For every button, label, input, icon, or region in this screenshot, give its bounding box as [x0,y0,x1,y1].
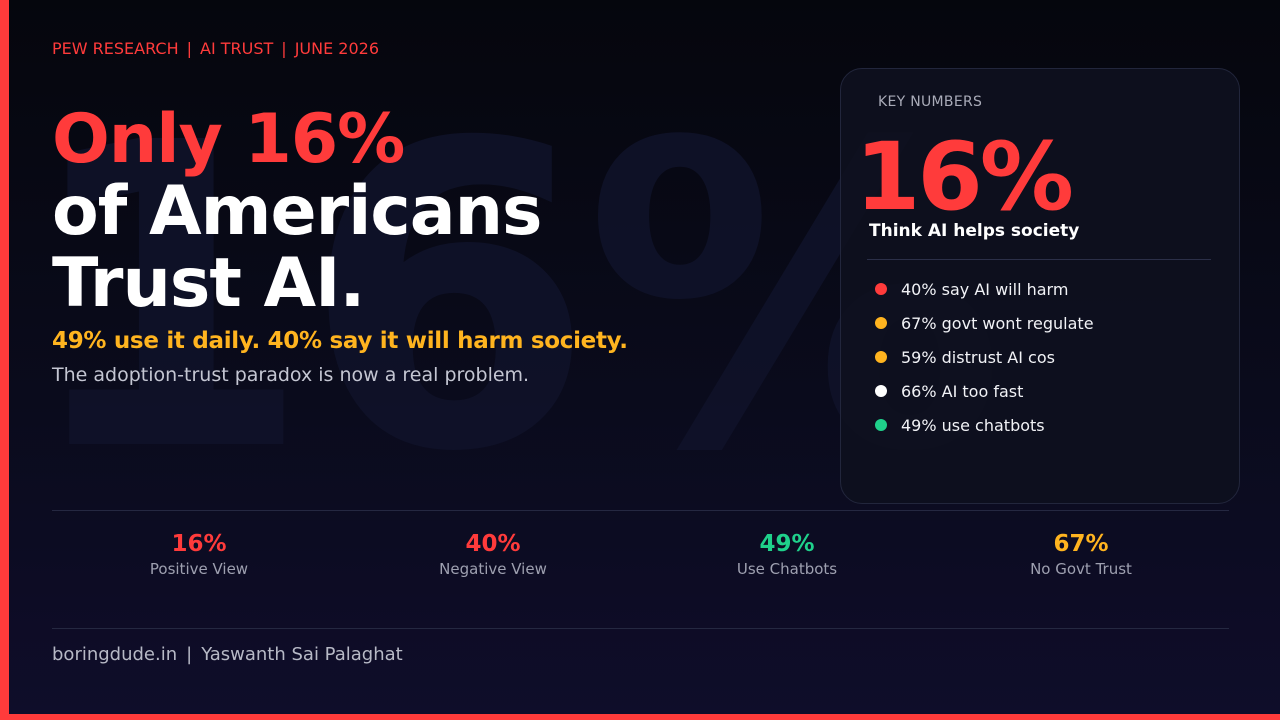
source-org: PEW RESEARCH [52,39,179,58]
key-stat-item: 59% distrust AI cos [875,340,1094,374]
left-accent-bar [0,0,9,720]
metric-value: 49% [759,531,815,557]
footer-author: Yaswanth Sai Palaghat [201,644,403,665]
bullet-dot-icon [875,419,887,431]
key-stat-text: 40% say AI will harm [901,279,1069,299]
metric-value: 16% [171,531,227,557]
bullet-dot-icon [875,283,887,295]
footer-separator: | [186,644,193,665]
key-stat-text: 67% govt wont regulate [901,313,1094,333]
headline-line-2: of Americans [52,172,542,251]
card-caption: Think AI helps society [869,221,1080,241]
metric-label: Use Chatbots [736,560,838,578]
headline-line-1: Only 16% [52,100,405,179]
bullet-dot-icon [875,317,887,329]
key-numbers-card: KEY NUMBERS 16% Think AI helps society 4… [840,68,1240,504]
card-big-value: 16% [855,123,1074,232]
metric-use-chatbots: 49% Use Chatbots [677,530,897,578]
key-stat-item: 67% govt wont regulate [875,306,1094,340]
source-separator: | [186,39,193,58]
metric-no-govt-trust: 67% No Govt Trust [971,530,1191,578]
card-label: KEY NUMBERS [878,94,983,110]
source-separator: | [281,39,287,58]
key-stat-list: 40% say AI will harm 67% govt wont regul… [875,272,1094,442]
source-date: JUNE 2026 [294,39,379,58]
footer-divider [52,628,1229,629]
headline-line-3: Trust AI. [52,244,365,323]
metric-label: Negative View [439,560,547,578]
bullet-dot-icon [875,351,887,363]
metric-positive-view: 16% Positive View [89,530,309,578]
source-line: PEW RESEARCH | AI TRUST | JUNE 2026 [52,39,379,58]
key-stat-text: 49% use chatbots [901,415,1045,435]
key-stat-text: 66% AI too fast [901,381,1024,401]
key-stat-item: 40% say AI will harm [875,272,1094,306]
key-stat-text: 59% distrust AI cos [901,347,1055,367]
card-divider [867,259,1211,260]
hero-headline: Only 16% of Americans Trust AI. [52,104,542,320]
subheadline: 49% use it daily. 40% say it will harm s… [52,328,628,354]
footer-site: boringdude.in [52,644,178,665]
metrics-divider-top [52,510,1229,511]
metric-value: 40% [465,531,521,557]
source-topic: AI TRUST [200,39,274,58]
metric-negative-view: 40% Negative View [383,530,603,578]
metric-label: No Govt Trust [1030,560,1132,578]
key-stat-item: 49% use chatbots [875,408,1094,442]
bottom-accent-bar [0,714,1280,720]
key-stat-item: 66% AI too fast [875,374,1094,408]
metric-value: 67% [1053,531,1109,557]
metric-label: Positive View [149,560,249,578]
bullet-dot-icon [875,385,887,397]
footer-credit: boringdude.in | Yaswanth Sai Palaghat [52,644,403,665]
tagline: The adoption-trust paradox is now a real… [52,364,530,386]
